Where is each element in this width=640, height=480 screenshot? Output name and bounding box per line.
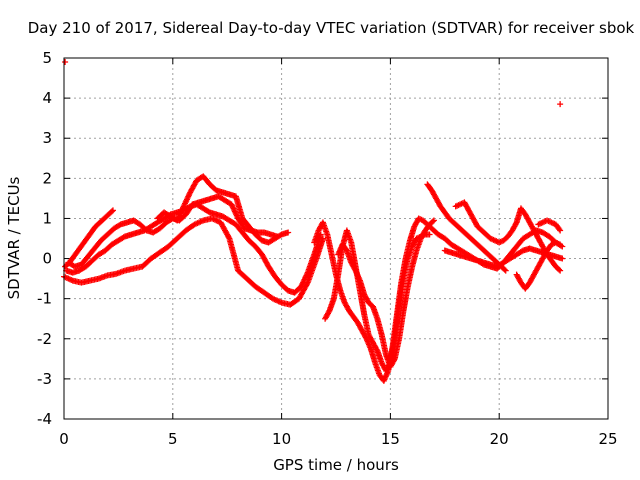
series-track-12: [452, 199, 564, 274]
data-point: [325, 309, 332, 316]
x-tick-label: 10: [272, 430, 291, 448]
data-point: [373, 346, 380, 353]
data-point: [430, 217, 437, 224]
plot-frame: [63, 57, 609, 420]
x-tick-label: 20: [490, 430, 509, 448]
data-point: [557, 241, 564, 248]
x-tick-label: 15: [381, 430, 400, 448]
y-tick-label: 3: [42, 129, 52, 147]
data-point: [351, 266, 358, 273]
series-track-11: [441, 245, 566, 270]
data-point: [285, 229, 292, 236]
y-tick-labels: -4 -3 -2 -1 0 1 2 3 4 5: [37, 49, 52, 428]
y-axis-label: SDTVAR / TECUs: [5, 176, 23, 299]
series-track-10: [424, 181, 509, 274]
data-point: [556, 226, 563, 233]
y-tick-label: 2: [42, 169, 52, 187]
series-track-4: [62, 207, 116, 270]
chart-title: Day 210 of 2017, Sidereal Day-to-day VTE…: [28, 19, 635, 37]
data-points: [61, 59, 566, 384]
series-outliers: [62, 59, 564, 108]
data-point: [62, 59, 69, 66]
series-track-1: [61, 215, 326, 308]
data-point: [559, 255, 566, 262]
data-point: [109, 207, 116, 214]
x-tick-labels: 0 5 10 15 20 25: [59, 430, 617, 448]
y-tick-label: -1: [37, 290, 52, 308]
series-track-8: [335, 217, 437, 370]
data-point: [557, 267, 564, 274]
x-tick-label: 25: [598, 430, 617, 448]
y-tick-label: 1: [42, 209, 52, 227]
data-point: [502, 267, 509, 274]
x-tick-label: 5: [168, 430, 178, 448]
y-tick-label: -2: [37, 330, 52, 348]
data-point: [512, 220, 519, 227]
x-axis-label: GPS time / hours: [273, 456, 399, 474]
data-point: [391, 357, 398, 364]
series-track-5: [154, 173, 292, 246]
y-tick-label: 0: [42, 250, 52, 268]
x-tick-label: 0: [59, 430, 69, 448]
y-tick-label: 5: [42, 49, 52, 67]
y-tick-label: -3: [37, 370, 52, 388]
y-tick-label: -4: [37, 410, 52, 428]
series-track-13: [513, 239, 564, 292]
data-point: [429, 218, 436, 225]
data-point: [556, 266, 563, 273]
y-tick-label: 4: [42, 89, 52, 107]
data-point: [225, 234, 232, 241]
data-point: [426, 231, 433, 238]
data-point: [557, 227, 564, 234]
data-point: [108, 208, 115, 215]
series-track-14: [535, 217, 564, 234]
data-point: [557, 101, 564, 108]
data-point: [501, 266, 508, 273]
